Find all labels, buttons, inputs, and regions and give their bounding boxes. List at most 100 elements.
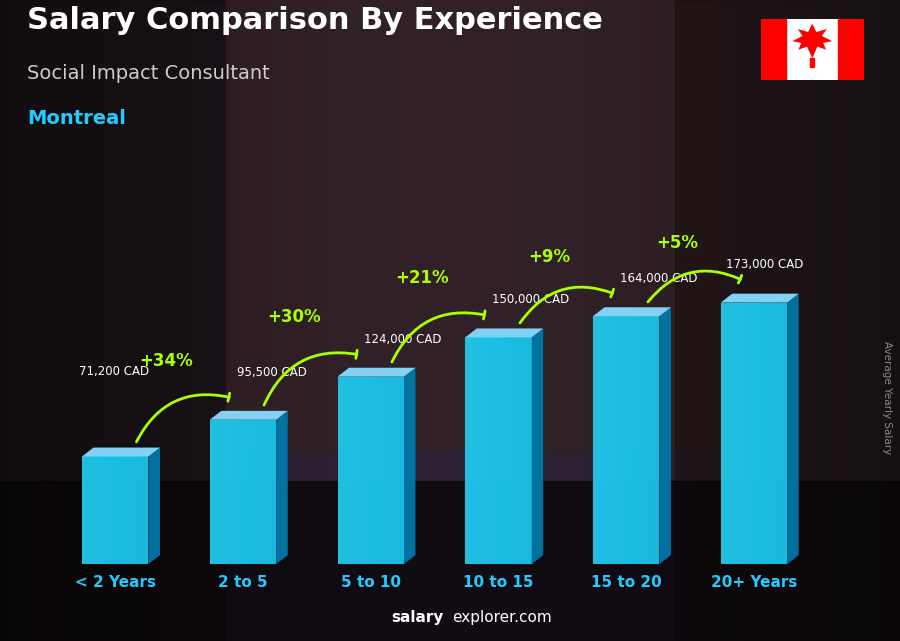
Bar <box>171 0 180 641</box>
Bar <box>612 0 621 641</box>
Bar <box>675 0 684 641</box>
Polygon shape <box>721 294 798 303</box>
Bar <box>252 0 261 641</box>
Bar <box>342 0 351 641</box>
Bar <box>594 0 603 641</box>
Bar <box>477 0 486 641</box>
Bar <box>837 0 846 641</box>
Text: 150,000 CAD: 150,000 CAD <box>492 293 570 306</box>
Text: Salary Comparison By Experience: Salary Comparison By Experience <box>27 6 603 35</box>
Bar <box>225 0 720 449</box>
Polygon shape <box>210 411 288 420</box>
Polygon shape <box>338 377 404 564</box>
Bar <box>243 0 252 641</box>
Bar <box>135 0 144 641</box>
Polygon shape <box>148 447 160 564</box>
Bar <box>711 0 720 641</box>
Bar <box>180 0 189 641</box>
Bar <box>504 0 513 641</box>
Bar <box>684 0 693 641</box>
Bar <box>864 0 873 641</box>
Bar <box>783 0 792 641</box>
Bar <box>378 0 387 641</box>
Bar <box>234 0 243 641</box>
Bar <box>90 0 99 641</box>
Bar <box>333 0 342 641</box>
Bar <box>162 0 171 641</box>
Bar <box>72 0 81 641</box>
Bar <box>639 0 648 641</box>
Bar <box>828 0 837 641</box>
Polygon shape <box>338 368 416 377</box>
Bar <box>27 0 36 641</box>
Bar <box>0 481 900 641</box>
Bar <box>279 0 288 641</box>
Bar <box>405 0 414 641</box>
Bar <box>801 0 810 641</box>
Bar <box>189 0 198 641</box>
Bar <box>522 0 531 641</box>
Bar <box>216 0 225 641</box>
Text: Montreal: Montreal <box>27 109 126 128</box>
Bar <box>306 0 315 641</box>
Bar <box>450 0 459 641</box>
Bar <box>324 0 333 641</box>
Bar <box>423 0 432 641</box>
Text: Social Impact Consultant: Social Impact Consultant <box>27 64 270 83</box>
Bar <box>585 0 594 641</box>
Bar <box>666 0 675 641</box>
Text: Average Yearly Salary: Average Yearly Salary <box>881 341 892 454</box>
Bar <box>108 0 117 641</box>
Bar <box>756 0 765 641</box>
Bar <box>765 0 774 641</box>
Bar <box>54 0 63 641</box>
Bar <box>459 0 468 641</box>
Bar <box>792 0 801 641</box>
Bar <box>819 0 828 641</box>
Bar <box>315 0 324 641</box>
Bar <box>747 0 756 641</box>
Bar <box>558 0 567 641</box>
Bar <box>720 0 729 641</box>
Bar <box>360 0 369 641</box>
Bar <box>838 19 864 80</box>
Polygon shape <box>465 328 544 337</box>
Bar <box>468 0 477 641</box>
Polygon shape <box>593 307 670 316</box>
Bar <box>432 0 441 641</box>
Bar <box>810 58 814 67</box>
Bar <box>567 0 576 641</box>
Bar <box>9 0 18 641</box>
Polygon shape <box>532 328 544 564</box>
Bar <box>576 0 585 641</box>
Polygon shape <box>404 368 416 564</box>
Polygon shape <box>788 294 798 564</box>
Bar <box>648 0 657 641</box>
Bar <box>270 0 279 641</box>
Text: 173,000 CAD: 173,000 CAD <box>726 258 803 271</box>
Bar <box>225 0 234 641</box>
Bar <box>486 0 495 641</box>
Polygon shape <box>210 420 276 564</box>
Bar <box>675 0 900 641</box>
Bar <box>495 0 504 641</box>
Polygon shape <box>82 447 160 456</box>
Bar <box>441 0 450 641</box>
Bar <box>0 0 9 641</box>
Bar <box>99 0 108 641</box>
Bar <box>657 0 666 641</box>
Bar <box>45 0 54 641</box>
Bar <box>261 0 270 641</box>
Text: +5%: +5% <box>656 235 698 253</box>
Bar <box>369 0 378 641</box>
Text: explorer.com: explorer.com <box>452 610 552 625</box>
Bar <box>846 0 855 641</box>
Bar <box>630 0 639 641</box>
Bar <box>729 0 738 641</box>
Bar <box>603 0 612 641</box>
Bar <box>621 0 630 641</box>
Text: salary: salary <box>392 610 444 625</box>
Bar <box>18 0 27 641</box>
Bar <box>531 0 540 641</box>
Bar <box>738 0 747 641</box>
